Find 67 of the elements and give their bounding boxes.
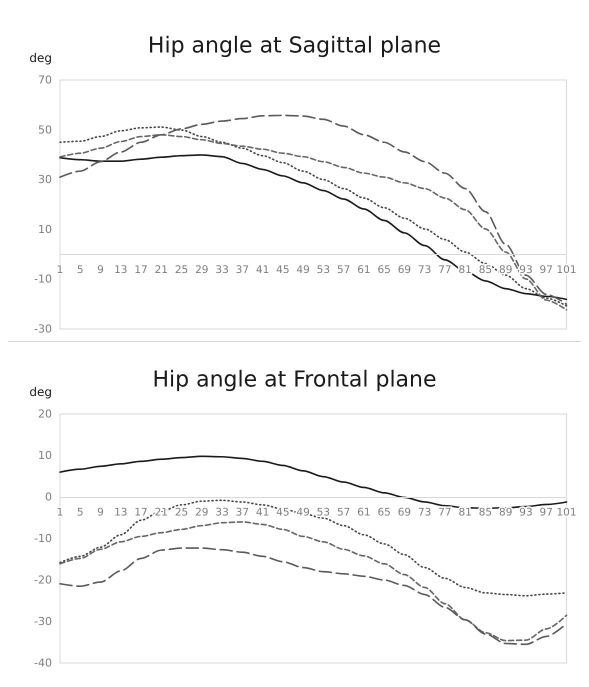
x-tick-label: 1 bbox=[56, 506, 64, 518]
x-tick-label: 89 bbox=[499, 506, 512, 518]
x-tick-label: 53 bbox=[316, 264, 330, 276]
y-tick-label: -10 bbox=[34, 272, 52, 286]
x-tick-label: 17 bbox=[134, 506, 148, 518]
x-tick-label: 9 bbox=[97, 264, 104, 276]
x-tick-label: 29 bbox=[195, 264, 208, 276]
x-tick-label: 25 bbox=[174, 264, 188, 276]
y-tick-label: 10 bbox=[38, 222, 52, 236]
y-tick-label: 30 bbox=[38, 173, 52, 186]
x-tick-label: 61 bbox=[357, 506, 371, 518]
x-tick-label: 45 bbox=[276, 264, 290, 276]
x-tick-label: 97 bbox=[540, 506, 553, 518]
x-tick-label: 21 bbox=[154, 264, 168, 276]
y-tick-label: 20 bbox=[38, 408, 52, 420]
x-tick-label: 101 bbox=[556, 264, 577, 276]
x-tick-label: 85 bbox=[478, 506, 492, 518]
x-tick-label: 73 bbox=[418, 506, 432, 518]
y-axis-title: deg bbox=[29, 51, 52, 65]
line-series bbox=[59, 456, 568, 510]
y-tick-label: -20 bbox=[34, 574, 52, 586]
y-tick-label: -30 bbox=[34, 615, 52, 628]
x-tick-label: 33 bbox=[215, 264, 229, 276]
x-tick-label: 9 bbox=[97, 506, 104, 518]
x-tick-label: 65 bbox=[377, 506, 391, 518]
y-tick-label: -10 bbox=[34, 532, 52, 545]
x-tick-label: 5 bbox=[76, 506, 84, 518]
x-tick-label: 25 bbox=[174, 506, 188, 518]
x-tick-label: 57 bbox=[336, 264, 350, 276]
x-tick-label: 97 bbox=[540, 264, 553, 276]
x-tick-label: 69 bbox=[398, 506, 412, 518]
chart-title: Hip angle at Sagittal plane bbox=[148, 34, 442, 58]
x-tick-label: 61 bbox=[357, 264, 371, 276]
x-tick-label: 57 bbox=[336, 506, 350, 518]
y-tick-label: -40 bbox=[34, 656, 52, 670]
x-tick-label: 73 bbox=[418, 264, 432, 276]
x-tick-label: 13 bbox=[114, 264, 128, 276]
x-tick-label: 17 bbox=[134, 264, 148, 276]
y-tick-label: 10 bbox=[38, 449, 52, 462]
x-tick-label: 37 bbox=[236, 264, 250, 276]
x-tick-label: 101 bbox=[556, 506, 577, 518]
x-tick-label: 5 bbox=[76, 264, 84, 276]
line-series bbox=[59, 521, 568, 642]
x-tick-label: 53 bbox=[316, 506, 330, 518]
x-tick-label: 37 bbox=[236, 506, 250, 518]
x-tick-label: 85 bbox=[478, 264, 492, 276]
x-tick-label: 33 bbox=[215, 506, 229, 518]
y-tick-label: 70 bbox=[38, 74, 52, 86]
x-tick-label: 45 bbox=[276, 506, 290, 518]
x-tick-label: 65 bbox=[377, 264, 391, 276]
x-tick-label: 49 bbox=[296, 264, 310, 276]
y-tick-label: 0 bbox=[45, 490, 52, 504]
x-tick-label: 77 bbox=[438, 506, 452, 518]
x-tick-label: 81 bbox=[458, 506, 472, 518]
x-tick-label: 69 bbox=[398, 264, 412, 276]
x-tick-label: 41 bbox=[256, 264, 270, 276]
y-tick-label: -30 bbox=[34, 322, 52, 336]
y-tick-label: 50 bbox=[38, 123, 52, 136]
x-tick-label: 1 bbox=[56, 264, 64, 276]
chart-title: Hip angle at Frontal plane bbox=[152, 368, 437, 392]
x-tick-label: 13 bbox=[114, 506, 128, 518]
x-tick-label: 89 bbox=[499, 264, 512, 276]
x-tick-label: 41 bbox=[256, 506, 270, 518]
y-axis-title: deg bbox=[29, 385, 52, 399]
x-tick-label: 77 bbox=[438, 264, 452, 276]
x-tick-label: 29 bbox=[195, 506, 208, 518]
x-tick-label: 93 bbox=[519, 506, 533, 518]
